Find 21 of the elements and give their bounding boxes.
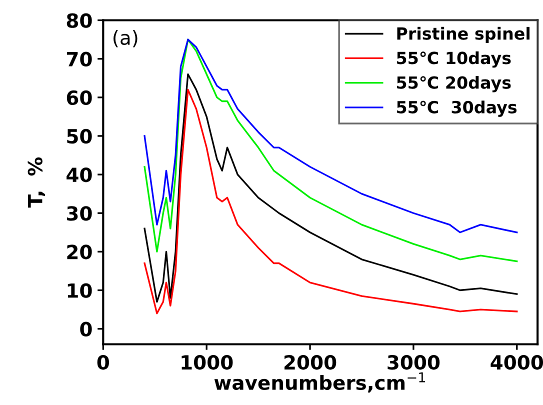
x-tick-label: 1000 xyxy=(182,355,233,370)
y-tick-label: 70 xyxy=(66,52,92,66)
x-tick-label: 4000 xyxy=(490,355,543,370)
x-tick-label: 2000 xyxy=(284,355,336,370)
y-tick-label: 40 xyxy=(66,167,92,182)
y-tick-label: 60 xyxy=(66,90,92,106)
y-tick-label: 50 xyxy=(67,128,92,144)
x-tick-label: 3000 xyxy=(388,355,440,370)
legend-label: 55℃ 10days xyxy=(397,51,511,68)
y-tick-label: 30 xyxy=(66,206,92,221)
legend-label: 55℃ 20days xyxy=(397,76,511,92)
x-axis-title: wavenumbers,cm$^{−1}$ xyxy=(214,372,426,392)
x-tick-label: 0 xyxy=(97,355,110,370)
y-tick-label: 80 xyxy=(66,13,92,28)
y-tick-label: 0 xyxy=(80,322,92,336)
y-tick-label: 20 xyxy=(67,244,92,260)
annotation: (a) xyxy=(114,30,138,48)
y-tick-label: 10 xyxy=(68,283,92,298)
legend-label: 55℃ 30days xyxy=(397,100,517,117)
legend-label: Pristine spinel xyxy=(397,26,530,44)
y-axis-title: T, % xyxy=(28,157,45,208)
